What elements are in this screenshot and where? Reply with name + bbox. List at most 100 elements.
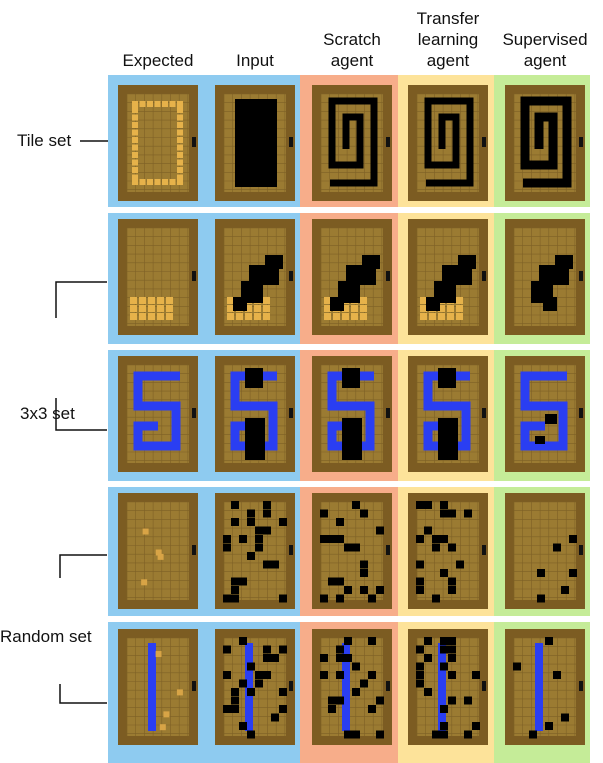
- block: [223, 705, 231, 713]
- block: [464, 730, 472, 739]
- block: [448, 637, 456, 645]
- block: [130, 305, 137, 312]
- level-tile: [118, 219, 198, 335]
- block: [142, 528, 149, 535]
- block: [177, 174, 183, 181]
- block: [424, 654, 432, 662]
- block: [231, 688, 239, 696]
- block: [227, 305, 234, 312]
- block: [157, 553, 164, 560]
- block: [440, 662, 448, 671]
- level-tile: [312, 493, 392, 609]
- block: [245, 313, 252, 320]
- block: [416, 586, 424, 594]
- block: [351, 313, 358, 320]
- block: [231, 501, 239, 509]
- block: [154, 101, 161, 107]
- block: [279, 645, 287, 654]
- door: [579, 681, 583, 691]
- block: [271, 713, 279, 722]
- block: [569, 535, 577, 543]
- block: [247, 552, 255, 560]
- block: [255, 526, 263, 535]
- block: [360, 586, 368, 594]
- block: [247, 662, 255, 671]
- block: [420, 297, 427, 304]
- block: [442, 265, 472, 285]
- block: [176, 689, 183, 696]
- block: [336, 594, 344, 603]
- door: [482, 137, 486, 147]
- block: [177, 167, 183, 173]
- level-tile: [505, 219, 585, 335]
- block: [139, 305, 146, 312]
- column-header: Transfer: [417, 9, 480, 28]
- block: [263, 501, 271, 509]
- spiral: [424, 97, 474, 187]
- block: [464, 509, 472, 518]
- tile-floor: [514, 502, 576, 600]
- block: [447, 305, 454, 312]
- block: [456, 313, 463, 320]
- block: [336, 535, 344, 543]
- block: [223, 535, 231, 543]
- tile-floor: [321, 638, 383, 736]
- block: [324, 313, 331, 320]
- block: [263, 645, 271, 654]
- door: [482, 545, 486, 555]
- block: [236, 313, 243, 320]
- block: [456, 560, 464, 569]
- block: [342, 643, 350, 731]
- block: [132, 144, 138, 151]
- door: [386, 271, 390, 281]
- block: [132, 137, 138, 143]
- block: [344, 543, 352, 552]
- block: [429, 313, 436, 320]
- block: [553, 671, 561, 679]
- block: [132, 152, 138, 158]
- block: [368, 594, 376, 603]
- block: [342, 313, 349, 320]
- block: [362, 255, 380, 269]
- block: [328, 705, 336, 713]
- block: [336, 577, 344, 586]
- block: [324, 305, 331, 312]
- block: [424, 637, 432, 645]
- block: [324, 297, 331, 304]
- block: [177, 159, 183, 166]
- column-header: Scratch: [323, 30, 381, 49]
- block: [148, 297, 155, 304]
- block: [448, 543, 456, 552]
- block: [163, 711, 170, 718]
- block: [177, 144, 183, 151]
- block: [231, 696, 239, 705]
- door: [386, 545, 390, 555]
- block: [561, 713, 569, 722]
- block: [239, 722, 247, 730]
- block: [139, 297, 146, 304]
- column-header: agent: [331, 51, 374, 70]
- block: [141, 579, 148, 586]
- level-tile: [215, 493, 295, 609]
- block: [132, 122, 138, 128]
- block: [352, 688, 360, 696]
- door: [192, 681, 196, 691]
- block: [255, 671, 263, 679]
- block: [263, 526, 271, 535]
- block: [245, 418, 265, 460]
- block: [352, 543, 360, 552]
- block: [132, 101, 138, 107]
- block: [336, 696, 344, 705]
- block: [537, 569, 545, 577]
- block: [561, 586, 569, 594]
- block: [438, 418, 458, 460]
- door: [192, 137, 196, 147]
- block: [255, 535, 263, 543]
- block: [263, 305, 270, 312]
- column-header: agent: [524, 51, 567, 70]
- block: [553, 543, 561, 552]
- block: [245, 305, 252, 312]
- block: [223, 543, 231, 552]
- block: [148, 643, 156, 731]
- block: [368, 671, 376, 679]
